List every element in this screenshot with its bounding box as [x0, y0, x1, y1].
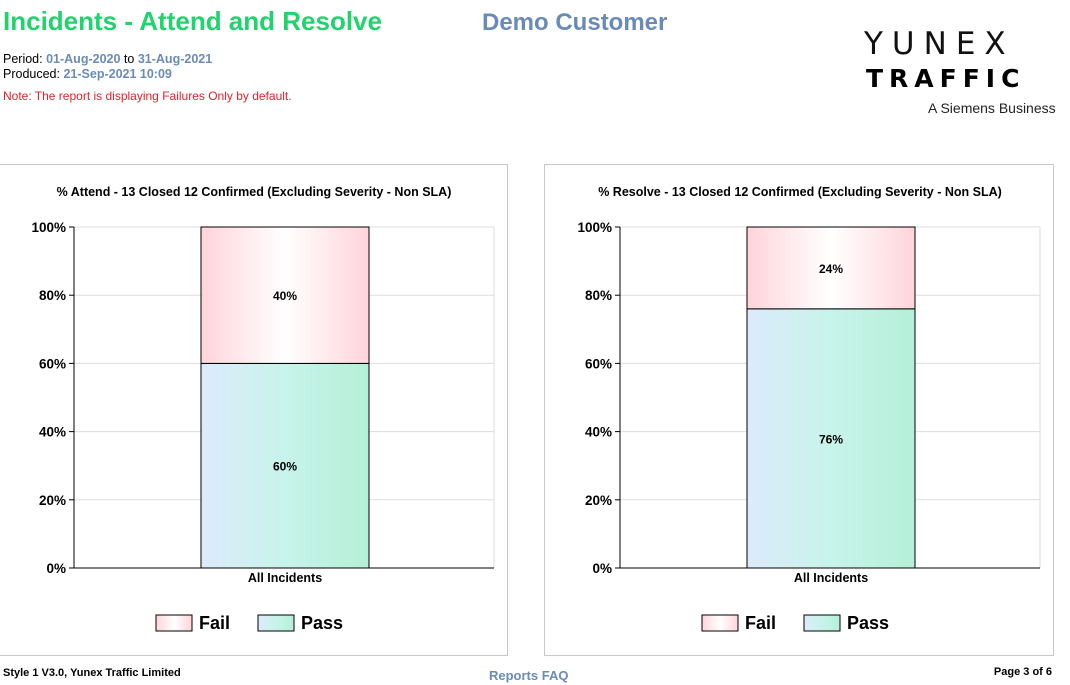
reports-faq-link[interactable]: Reports FAQ: [489, 668, 569, 683]
x-category-label: All Incidents: [248, 571, 322, 585]
legend-swatch-pass: [803, 614, 841, 632]
bar-pass: [746, 308, 916, 569]
y-tick-label: 40%: [585, 425, 612, 440]
chart-title: % Resolve - 13 Closed 12 Confirmed (Excl…: [598, 185, 1002, 199]
default-note: Note: The report is displaying Failures …: [3, 89, 292, 103]
bar-fail: [746, 226, 916, 310]
y-tick-label: 80%: [39, 288, 66, 303]
logo-tagline: A Siemens Business: [928, 100, 1056, 116]
period-line: Period: 01-Aug-2020 to 31-Aug-2021: [3, 52, 212, 66]
period-label: Period:: [3, 52, 43, 66]
y-tick-label: 60%: [39, 356, 66, 371]
y-tick-label: 100%: [31, 220, 66, 235]
bar-pass: [200, 362, 370, 569]
chart-title: % Attend - 13 Closed 12 Confirmed (Exclu…: [57, 185, 452, 199]
y-tick-label: 0%: [592, 561, 612, 576]
period-from: 01-Aug-2020: [46, 52, 121, 66]
y-tick-label: 60%: [585, 356, 612, 371]
period-to-word: to: [123, 52, 135, 66]
period-to: 31-Aug-2021: [137, 52, 213, 66]
data-label-fail: 40%: [273, 289, 297, 303]
produced-line: Produced: 21-Sep-2021 10:09: [3, 67, 172, 81]
page-number: Page 3 of 6: [993, 666, 1052, 678]
data-label-fail: 24%: [819, 262, 843, 276]
y-tick-label: 40%: [39, 425, 66, 440]
resolve-chart: % Resolve - 13 Closed 12 Confirmed (Excl…: [577, 185, 1041, 633]
legend-label-pass: Pass: [301, 613, 343, 633]
produced-label: Produced:: [3, 67, 60, 81]
y-tick-label: 0%: [46, 561, 66, 576]
report-title: Incidents - Attend and Resolve: [3, 6, 382, 36]
logo-traffic: TRAFFIC: [866, 64, 1026, 93]
footer-version: Style 1 V3.0, Yunex Traffic Limited: [3, 667, 181, 679]
legend-swatch-pass: [257, 614, 295, 632]
data-label-pass: 76%: [819, 432, 843, 446]
resolve-chart-panel: % Resolve - 13 Closed 12 Confirmed (Excl…: [544, 164, 1054, 656]
produced-value: 21-Sep-2021 10:09: [63, 67, 172, 81]
y-tick-label: 20%: [39, 493, 66, 508]
y-tick-label: 100%: [577, 220, 612, 235]
logo-yunex: YUNEX: [864, 26, 1015, 62]
legend-label-pass: Pass: [847, 613, 889, 633]
customer-name: Demo Customer: [482, 9, 668, 36]
legend-swatch-fail: [155, 614, 193, 632]
bar-fail: [200, 226, 370, 364]
attend-chart: % Attend - 13 Closed 12 Confirmed (Exclu…: [31, 185, 495, 633]
legend-label-fail: Fail: [745, 613, 776, 633]
legend-swatch-fail: [701, 614, 739, 632]
x-category-label: All Incidents: [794, 571, 868, 585]
y-tick-label: 80%: [585, 288, 612, 303]
data-label-pass: 60%: [273, 460, 297, 474]
y-tick-label: 20%: [585, 493, 612, 508]
legend-label-fail: Fail: [199, 613, 230, 633]
attend-chart-panel: % Attend - 13 Closed 12 Confirmed (Exclu…: [0, 164, 508, 656]
